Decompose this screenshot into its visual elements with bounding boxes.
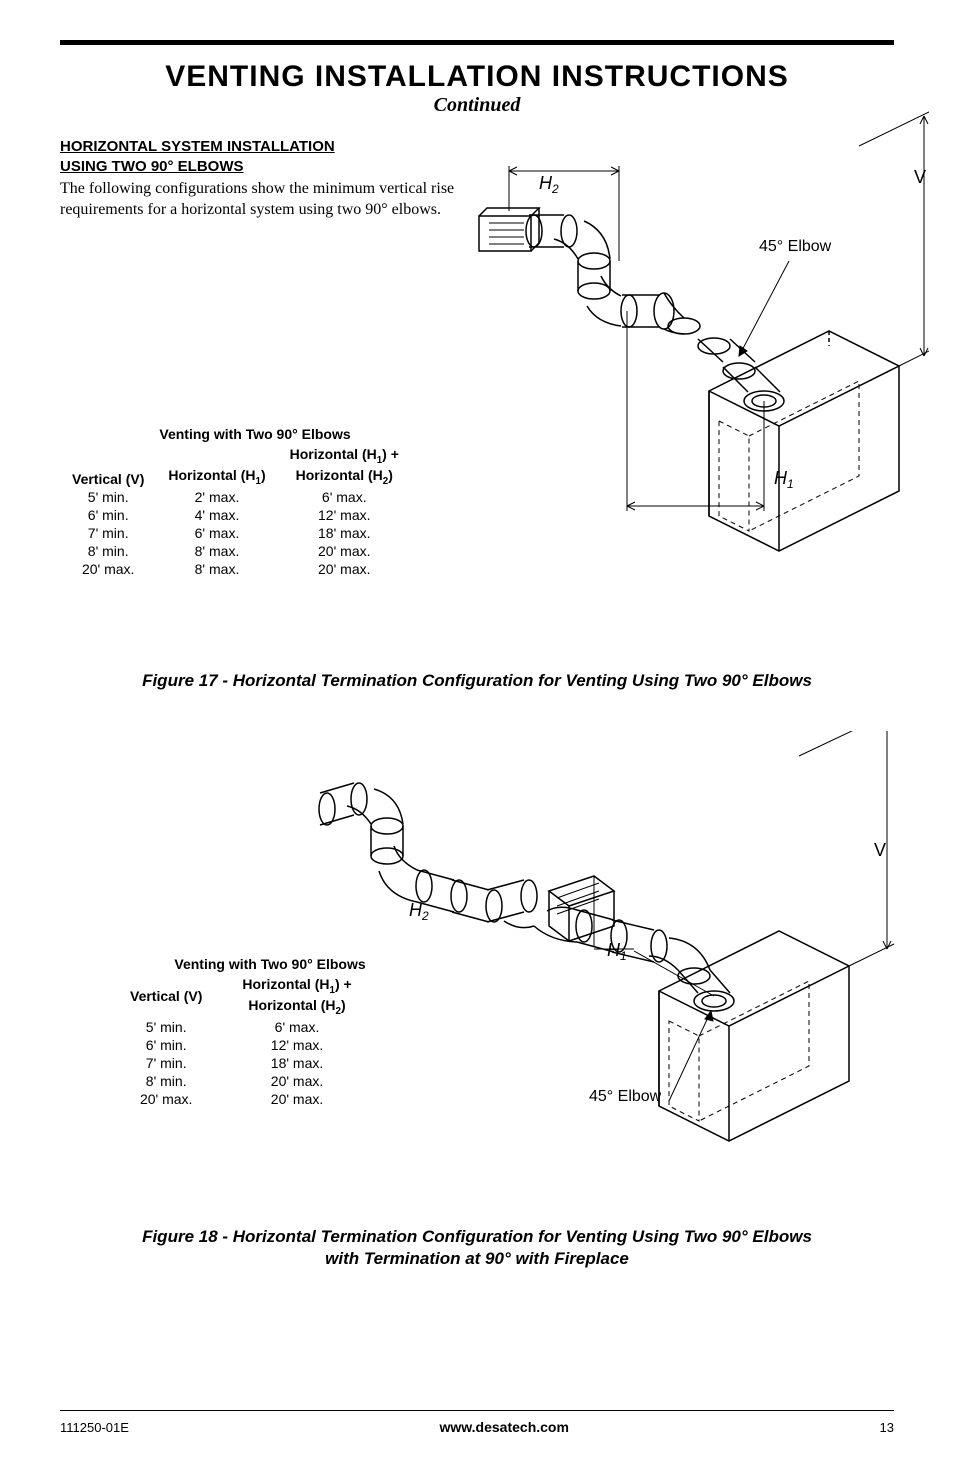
figure-2-caption: Figure 18 - Horizontal Termination Confi… (60, 1226, 894, 1270)
table-row: 8' min.20' max. (110, 1072, 372, 1090)
table-row: 5' min.2' max.6' max. (60, 488, 411, 506)
table-2-header-v: Vertical (V) (110, 975, 222, 1019)
figure-2-container: V H1 H2 45° Elbow Venting with Two 90° E… (60, 731, 894, 1221)
table-2-title: Venting with Two 90° Elbows (110, 956, 430, 972)
table-1-header-h12-line2: Horizontal (H2) (278, 466, 411, 488)
table-1-header-h1: Horizontal (H1) (156, 445, 277, 489)
table-1: Vertical (V) Horizontal (H1) Horizontal … (60, 445, 411, 579)
figure-1-caption: Figure 17 - Horizontal Termination Confi… (60, 671, 894, 691)
section-header-line2: USING TWO 90° ELBOWS (60, 158, 244, 175)
table-row: 5' min.6' max. (110, 1018, 372, 1036)
main-title: VENTING INSTALLATION INSTRUCTIONS (60, 60, 894, 94)
table-row: 20' max.8' max.20' max. (60, 560, 411, 578)
table-1-header-h12-line1: Horizontal (H1) + (278, 445, 411, 467)
table-2-header-h-line2: Horizontal (H2) (222, 996, 371, 1018)
table-row: 6' min.4' max.12' max. (60, 506, 411, 524)
table-2: Vertical (V) Horizontal (H1) + Horizonta… (110, 975, 372, 1109)
figure-1-diagram: V H1 H2 45° Elbow (369, 111, 929, 601)
h1-label: H1 (774, 468, 794, 491)
main-rule (60, 40, 894, 45)
h2-label: H2 (539, 173, 559, 196)
caption-2-text: Figure 18 - Horizontal Termination Confi… (142, 1227, 812, 1268)
section-header-line1: HORIZONTAL SYSTEM INSTALLATION (60, 138, 335, 155)
table-1-header-v: Vertical (V) (60, 445, 156, 489)
table-1-title: Venting with Two 90° Elbows (60, 426, 450, 442)
table-row: 7' min.6' max.18' max. (60, 524, 411, 542)
footer-left: 111250-01E (60, 1420, 129, 1435)
figure-2-table-container: Venting with Two 90° Elbows Vertical (V)… (110, 956, 430, 1109)
elbow-label-1: 45° Elbow (759, 238, 832, 255)
h2-label-2: H2 (409, 900, 429, 923)
table-row: 20' max.20' max. (110, 1090, 372, 1108)
footer-center: www.desatech.com (440, 1419, 569, 1435)
table-row: 8' min.8' max.20' max. (60, 542, 411, 560)
figure-1-table-container: Venting with Two 90° Elbows Vertical (V)… (60, 426, 450, 579)
elbow-label-2: 45° Elbow (589, 1088, 662, 1105)
v-label-2: V (874, 840, 886, 860)
table-row: 7' min.18' max. (110, 1054, 372, 1072)
footer-right: 13 (880, 1420, 894, 1435)
page-footer: 111250-01E www.desatech.com 13 (60, 1410, 894, 1435)
figure-1-container: V H1 H2 45° Elbow Venting with Two 90° E… (60, 221, 894, 661)
h1-label-2: H1 (607, 940, 627, 963)
table-row: 6' min.12' max. (110, 1036, 372, 1054)
v-label: V (914, 167, 926, 187)
table-2-header-h-line1: Horizontal (H1) + (222, 975, 371, 997)
